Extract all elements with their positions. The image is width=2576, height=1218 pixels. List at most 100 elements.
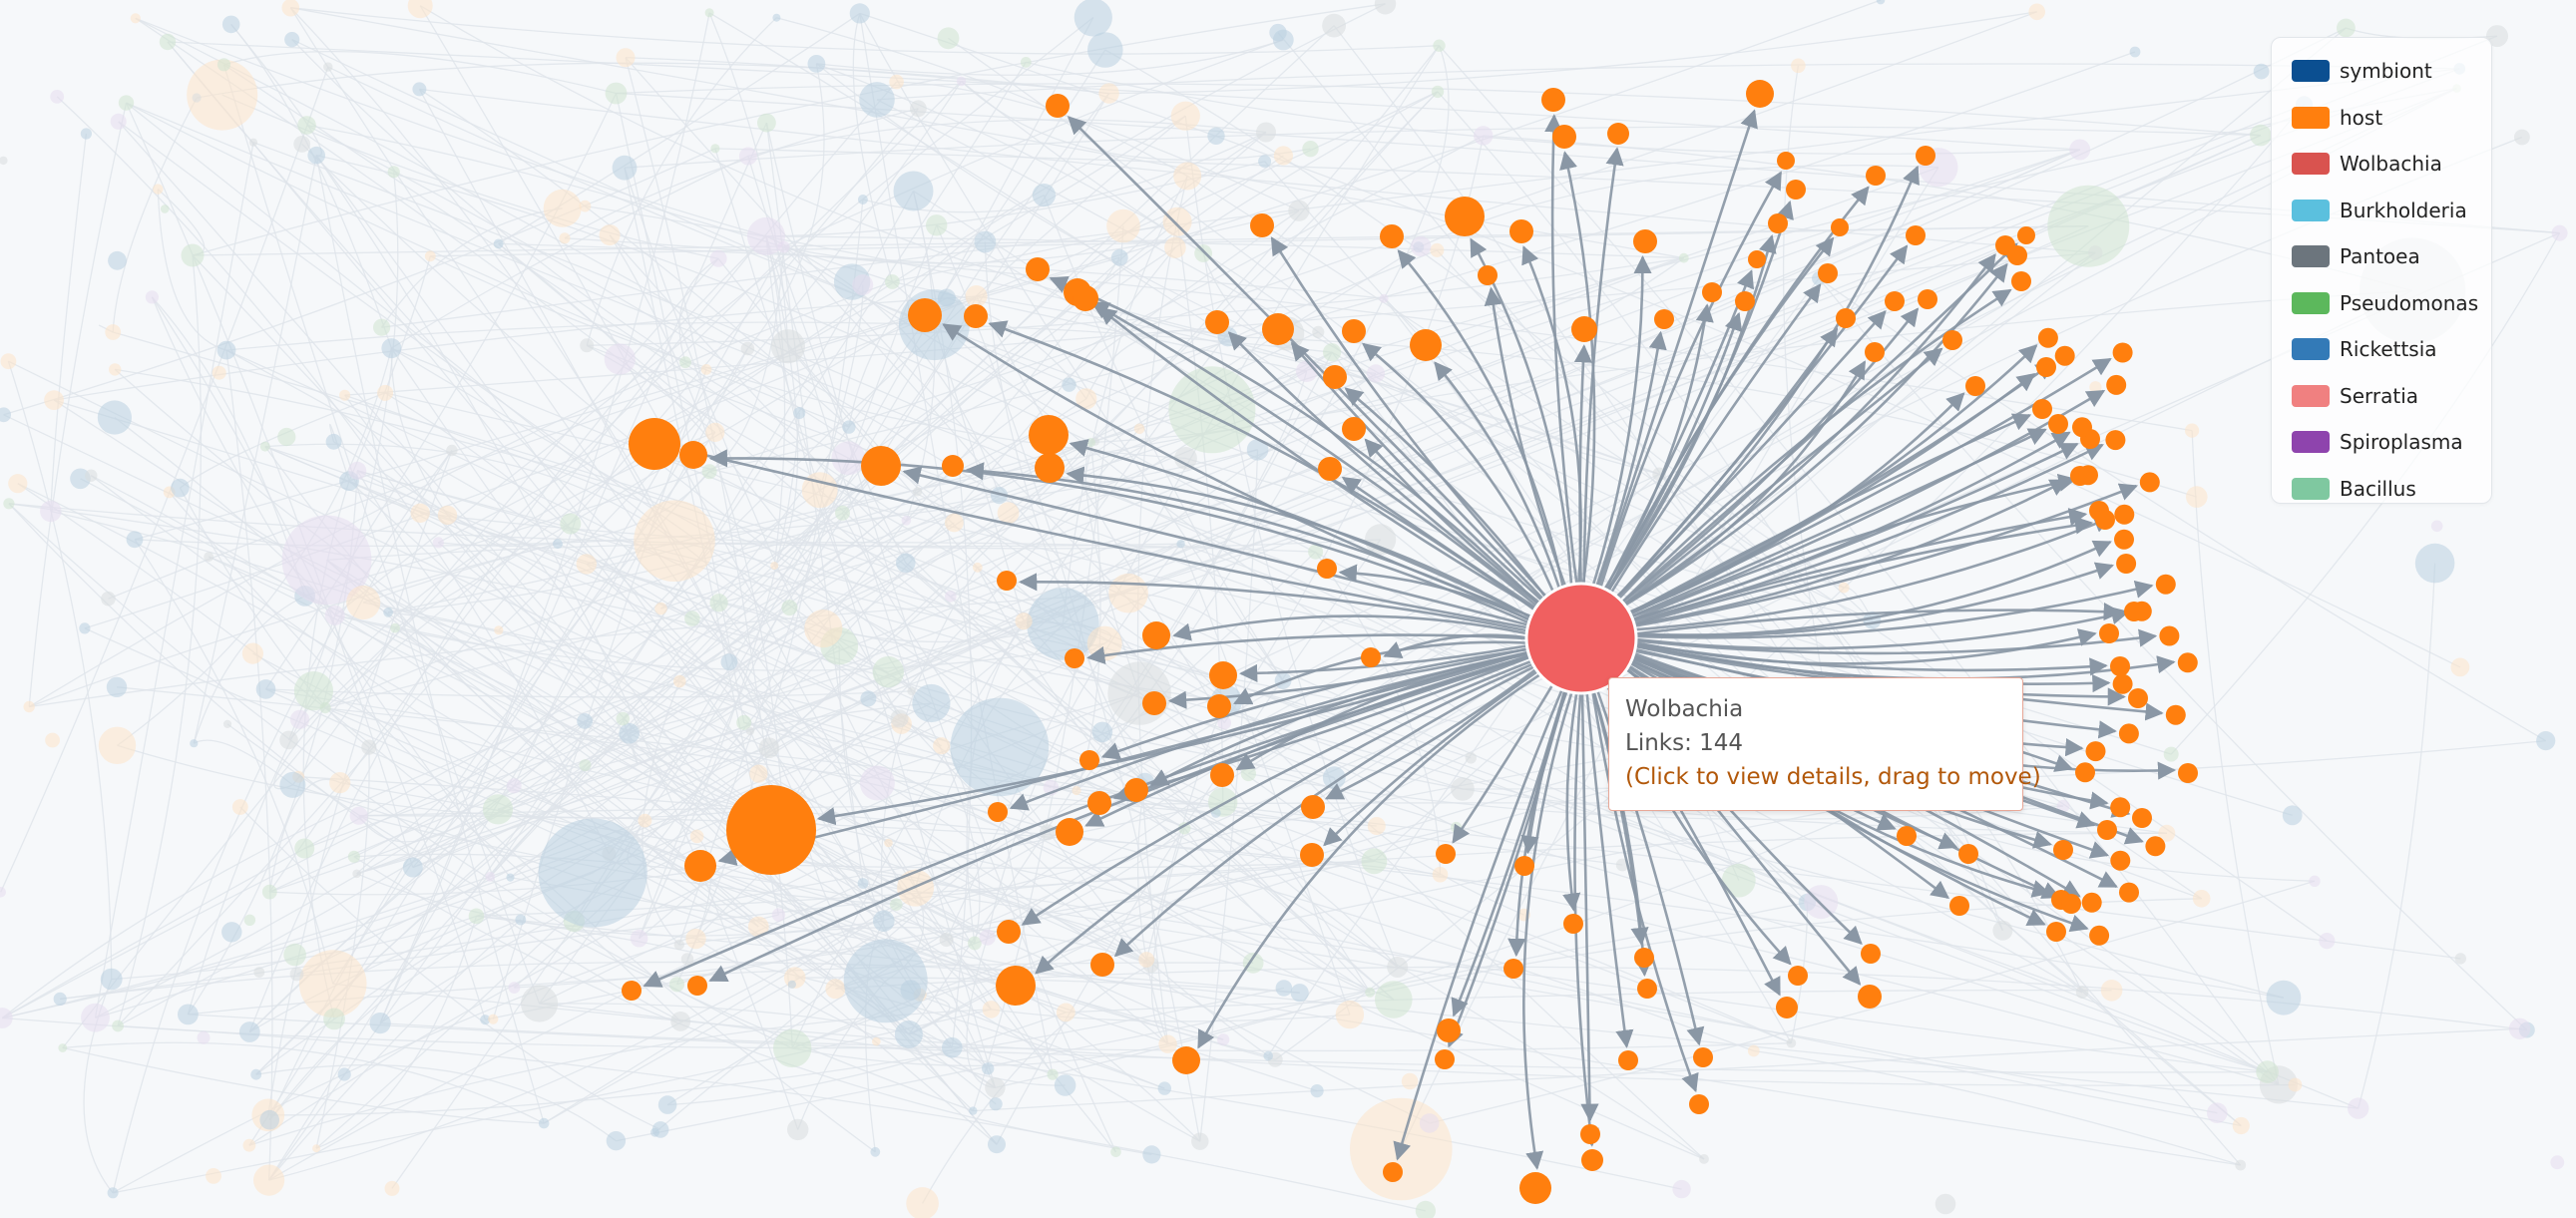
- legend-item-host[interactable]: host: [2292, 95, 2491, 142]
- host-node[interactable]: [1949, 896, 1969, 916]
- host-node[interactable]: [1654, 309, 1674, 329]
- host-node[interactable]: [1735, 291, 1755, 311]
- host-node[interactable]: [2112, 342, 2133, 363]
- host-node[interactable]: [1301, 795, 1325, 819]
- host-node[interactable]: [2155, 574, 2176, 595]
- host-node[interactable]: [2112, 673, 2133, 694]
- host-node[interactable]: [1693, 1047, 1713, 1067]
- host-node[interactable]: [1142, 621, 1170, 649]
- host-node[interactable]: [2085, 741, 2106, 762]
- host-node[interactable]: [2061, 894, 2081, 914]
- host-node[interactable]: [1916, 146, 1935, 166]
- legend-item-symbiont[interactable]: symbiont: [2292, 48, 2491, 95]
- host-node[interactable]: [622, 981, 642, 1001]
- host-node[interactable]: [2053, 840, 2073, 860]
- host-node[interactable]: [1918, 289, 1937, 309]
- host-node[interactable]: [908, 298, 942, 332]
- host-node[interactable]: [1262, 313, 1294, 345]
- host-node[interactable]: [2046, 922, 2066, 942]
- host-node[interactable]: [1209, 661, 1237, 689]
- host-node[interactable]: [1142, 691, 1166, 715]
- host-node[interactable]: [1818, 263, 1838, 283]
- host-node[interactable]: [1207, 694, 1231, 718]
- host-node[interactable]: [2128, 688, 2148, 708]
- host-node[interactable]: [1503, 959, 1523, 979]
- host-node[interactable]: [1509, 219, 1533, 243]
- host-node[interactable]: [1124, 778, 1148, 802]
- host-node[interactable]: [1788, 966, 1808, 986]
- host-node[interactable]: [2106, 374, 2127, 395]
- host-node[interactable]: [2110, 850, 2131, 871]
- host-node[interactable]: [2119, 882, 2139, 903]
- legend-item-pseudomonas[interactable]: Pseudomonas: [2292, 280, 2491, 327]
- host-node[interactable]: [2011, 271, 2031, 291]
- host-node[interactable]: [1435, 1049, 1455, 1069]
- host-node[interactable]: [1571, 316, 1597, 342]
- host-node[interactable]: [1318, 457, 1342, 481]
- host-node[interactable]: [1580, 1124, 1600, 1144]
- host-node[interactable]: [2075, 762, 2095, 783]
- host-node[interactable]: [2110, 656, 2130, 676]
- host-node[interactable]: [2139, 472, 2160, 493]
- host-node[interactable]: [1317, 559, 1337, 579]
- host-node[interactable]: [1634, 948, 1654, 968]
- host-node[interactable]: [2095, 510, 2115, 530]
- host-node[interactable]: [1478, 265, 1498, 285]
- host-node[interactable]: [2089, 925, 2110, 946]
- host-node[interactable]: [1965, 376, 1985, 396]
- host-node[interactable]: [684, 850, 716, 882]
- host-node[interactable]: [1885, 291, 1905, 311]
- legend-item-burkholderia[interactable]: Burkholderia: [2292, 188, 2491, 234]
- host-node[interactable]: [1035, 453, 1065, 483]
- host-node[interactable]: [2131, 601, 2152, 621]
- host-node[interactable]: [1300, 843, 1324, 867]
- host-node[interactable]: [679, 441, 707, 469]
- legend-item-spiroplasma[interactable]: Spiroplasma: [2292, 419, 2491, 466]
- host-node[interactable]: [1689, 1094, 1709, 1114]
- host-node[interactable]: [2032, 399, 2052, 419]
- host-node[interactable]: [1786, 180, 1806, 200]
- host-node[interactable]: [861, 446, 901, 486]
- host-node[interactable]: [2081, 892, 2102, 913]
- host-node[interactable]: [1607, 123, 1629, 145]
- host-node[interactable]: [1029, 415, 1069, 455]
- host-node[interactable]: [2165, 704, 2186, 725]
- host-node[interactable]: [1026, 257, 1050, 281]
- host-node[interactable]: [964, 304, 988, 328]
- host-node[interactable]: [2078, 465, 2098, 486]
- host-node[interactable]: [2099, 623, 2119, 643]
- host-node[interactable]: [1541, 88, 1565, 112]
- host-node[interactable]: [1087, 791, 1111, 815]
- host-node[interactable]: [1514, 856, 1534, 876]
- host-node[interactable]: [1865, 342, 1885, 362]
- legend-item-pantoea[interactable]: Pantoea: [2292, 233, 2491, 280]
- host-node[interactable]: [2007, 245, 2027, 265]
- host-node[interactable]: [1836, 308, 1856, 328]
- host-node[interactable]: [1410, 329, 1442, 361]
- host-node[interactable]: [1831, 218, 1849, 236]
- host-node[interactable]: [1768, 213, 1788, 233]
- host-node[interactable]: [1519, 1172, 1551, 1204]
- host-node[interactable]: [1172, 1046, 1200, 1074]
- host-node[interactable]: [1090, 953, 1114, 977]
- host-node[interactable]: [1383, 1162, 1403, 1182]
- host-node[interactable]: [997, 920, 1021, 944]
- host-node[interactable]: [1436, 844, 1456, 864]
- host-node[interactable]: [1776, 997, 1798, 1018]
- host-node[interactable]: [2097, 820, 2117, 840]
- host-node[interactable]: [997, 571, 1017, 591]
- legend-item-bacillus[interactable]: Bacillus: [2292, 466, 2491, 513]
- host-node[interactable]: [1342, 417, 1366, 441]
- host-node[interactable]: [1866, 166, 1886, 186]
- host-node[interactable]: [1897, 826, 1917, 846]
- host-node[interactable]: [1437, 1018, 1461, 1042]
- host-node[interactable]: [1065, 648, 1084, 668]
- host-node[interactable]: [1079, 750, 1099, 770]
- host-node[interactable]: [1046, 94, 1070, 118]
- host-node[interactable]: [1056, 818, 1083, 846]
- host-node[interactable]: [629, 418, 680, 470]
- host-node[interactable]: [1323, 365, 1347, 389]
- host-node[interactable]: [1361, 647, 1381, 667]
- host-node[interactable]: [2114, 504, 2135, 525]
